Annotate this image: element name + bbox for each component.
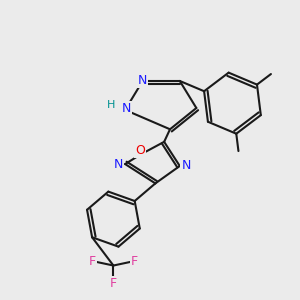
Text: F: F (89, 256, 96, 268)
Text: O: O (135, 144, 145, 158)
Text: F: F (131, 256, 138, 268)
Text: H: H (107, 100, 115, 110)
Text: N: N (114, 158, 124, 171)
Text: F: F (110, 277, 117, 290)
Text: N: N (138, 74, 147, 87)
Text: N: N (182, 160, 191, 172)
Text: N: N (122, 102, 131, 115)
